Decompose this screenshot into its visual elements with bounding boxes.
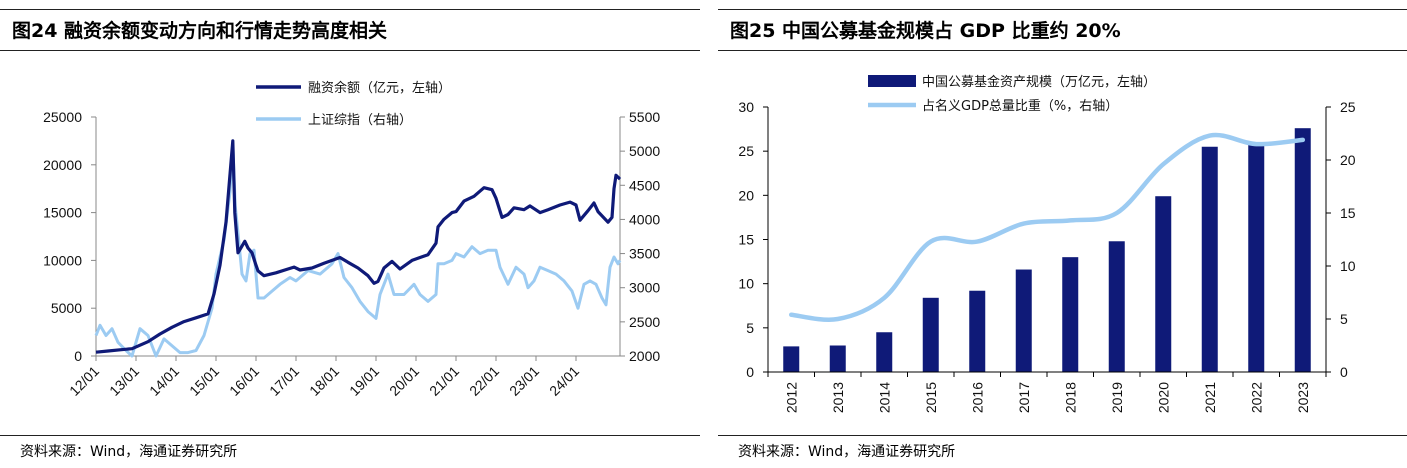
fund-size-bar <box>1155 196 1172 372</box>
x-tick-label: 22/01 <box>466 363 502 399</box>
left-y-tick-label: 20000 <box>43 157 82 173</box>
right-y-tick-label: 3500 <box>629 246 660 262</box>
fund-size-bar <box>829 345 846 372</box>
left-y-tick-label: 5 <box>746 320 754 336</box>
x-tick-label: 2013 <box>830 382 846 413</box>
right-y-tick-label: 25 <box>1340 99 1356 115</box>
x-tick-label: 17/01 <box>266 363 302 399</box>
x-tick-label: 21/01 <box>426 363 462 399</box>
bottom-rule <box>0 435 700 436</box>
title-rule <box>0 50 700 51</box>
left-y-tick-label: 0 <box>74 348 82 364</box>
x-tick-label: 2017 <box>1016 382 1032 413</box>
x-tick-label: 2018 <box>1062 382 1078 413</box>
legend-label: 中国公募基金资产规模（万亿元，左轴） <box>922 74 1156 90</box>
x-tick-label: 23/01 <box>506 363 542 399</box>
x-tick-label: 18/01 <box>306 363 342 399</box>
right-y-tick-label: 5 <box>1340 311 1348 327</box>
right-y-tick-label: 5000 <box>629 143 660 159</box>
fund-size-bar <box>1201 146 1218 372</box>
x-tick-label: 2012 <box>783 382 799 413</box>
sse-index-line <box>94 142 622 358</box>
figure-24-source: 资料来源：Wind，海通证券研究所 <box>20 444 238 460</box>
fund-size-bar <box>1108 241 1125 372</box>
legend-swatch-bar <box>868 75 916 87</box>
x-tick-label: 15/01 <box>186 363 222 399</box>
x-tick-label: 2022 <box>1248 382 1264 413</box>
left-y-tick-label: 20 <box>738 187 754 203</box>
fund-size-bar <box>922 297 939 372</box>
fund-size-bar <box>1248 142 1265 372</box>
left-y-tick-label: 5000 <box>51 300 82 316</box>
left-y-tick-label: 10000 <box>43 252 82 268</box>
left-y-tick-label: 30 <box>738 99 754 115</box>
x-tick-label: 20/01 <box>386 363 422 399</box>
x-tick-label: 2014 <box>876 382 892 413</box>
margin-balance-chart: 0 5000 10000 15000 20000 25000 2000 2500 3000 350… <box>43 80 660 399</box>
title-rule <box>718 50 1407 51</box>
fund-size-bar <box>969 290 986 372</box>
gdp-ratio-line <box>789 132 1306 322</box>
x-tick-label: 2023 <box>1295 382 1311 413</box>
left-y-tick-label: 0 <box>746 364 754 380</box>
x-tick-label: 24/01 <box>546 363 582 399</box>
x-tick-label: 13/01 <box>106 363 142 399</box>
x-tick-label: 2016 <box>969 382 985 413</box>
fund-size-bar <box>1015 269 1032 372</box>
x-tick-label: 2020 <box>1155 382 1171 413</box>
fund-size-bar <box>1294 128 1311 372</box>
figure-25-source: 资料来源：Wind，海通证券研究所 <box>738 444 956 460</box>
figure-25-panel: 图25 中国公募基金规模占 GDP 比重约 20% 0 5 10 15 20 25 30 0 5… <box>718 0 1407 468</box>
fund-size-bar <box>876 332 893 372</box>
left-y-tick-label: 10 <box>738 276 754 292</box>
top-rule <box>0 9 700 10</box>
right-y-tick-label: 10 <box>1340 258 1356 274</box>
left-y-tick-label: 15000 <box>43 205 82 221</box>
x-tick-label: 16/01 <box>226 363 262 399</box>
right-y-tick-label: 4000 <box>629 211 660 227</box>
x-tick-label: 2019 <box>1109 382 1125 413</box>
x-tick-label: 2015 <box>923 382 939 413</box>
right-y-tick-label: 2000 <box>629 348 660 364</box>
left-y-tick-label: 25000 <box>43 109 82 125</box>
left-y-tick-label: 15 <box>738 232 754 248</box>
right-y-tick-label: 3000 <box>629 280 660 296</box>
figure-24-panel: 图24 融资余额变动方向和行情走势高度相关 0 5000 10000 15000 200… <box>0 0 700 468</box>
legend-label: 占名义GDP总量比重（%，右轴） <box>922 98 1118 114</box>
legend-label: 上证综指（右轴） <box>308 113 412 128</box>
fund-size-bar <box>1062 257 1079 372</box>
legend-label: 融资余额（亿元，左轴） <box>308 80 451 96</box>
right-y-tick-label: 0 <box>1340 364 1348 380</box>
right-y-tick-label: 2500 <box>629 314 660 330</box>
right-y-tick-label: 5500 <box>629 109 660 125</box>
x-tick-label: 19/01 <box>346 363 382 399</box>
x-tick-label: 2021 <box>1202 382 1218 413</box>
right-y-tick-label: 15 <box>1340 205 1356 221</box>
bottom-rule <box>718 435 1407 436</box>
fund-size-chart: 0 5 10 15 20 25 30 0 5 10 15 20 25 2012 2013 2014 2015 20… <box>738 74 1356 413</box>
left-y-tick-label: 25 <box>738 143 754 159</box>
margin-balance-line <box>95 139 622 354</box>
right-y-tick-label: 20 <box>1340 152 1356 168</box>
top-rule <box>718 9 1407 10</box>
right-y-tick-label: 4500 <box>629 177 660 193</box>
figure-24-title: 图24 融资余额变动方向和行情走势高度相关 <box>12 20 388 42</box>
x-tick-label: 14/01 <box>146 363 182 399</box>
figure-25-title: 图25 中国公募基金规模占 GDP 比重约 20% <box>730 20 1121 42</box>
x-tick-label: 12/01 <box>66 363 102 399</box>
fund-size-bar <box>783 346 800 372</box>
